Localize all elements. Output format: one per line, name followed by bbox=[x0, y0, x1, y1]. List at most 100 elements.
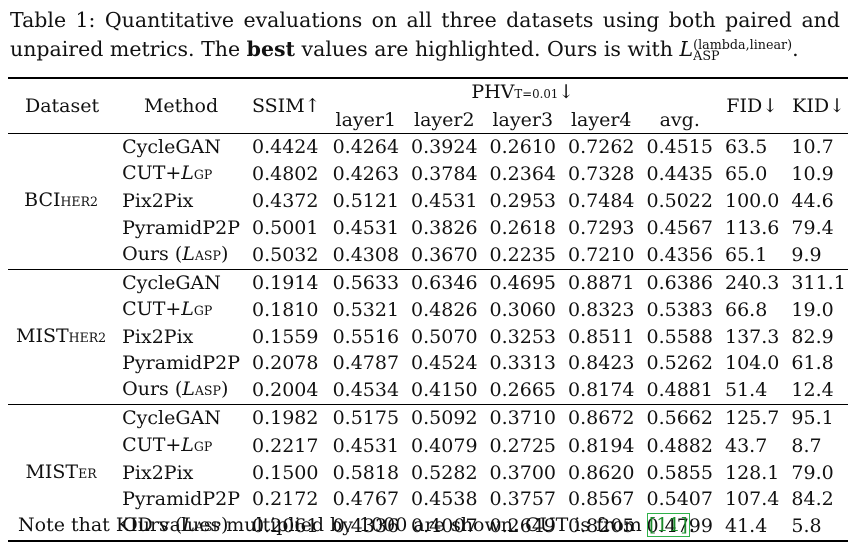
header-method: Method bbox=[143, 95, 219, 118]
value-cell: 0.4356 bbox=[646, 243, 713, 266]
value-cell: 104.0 bbox=[724, 352, 780, 375]
value-cell: 12.4 bbox=[791, 379, 834, 402]
value-cell: 0.4538 bbox=[411, 487, 478, 510]
method-cell: CycleGAN bbox=[122, 271, 221, 294]
value-cell: 9.9 bbox=[791, 243, 822, 266]
value-cell: 0.5282 bbox=[411, 461, 478, 484]
header-layer-1: layer1 bbox=[335, 109, 397, 132]
table-row: Pix2Pix 0.1500 0.5818 0.5282 0.3700 0.8620 0.5… bbox=[8, 460, 848, 486]
value-cell: 0.2953 bbox=[489, 190, 557, 213]
value-cell: 0.5383 bbox=[646, 298, 713, 321]
value-cell: 0.8323 bbox=[568, 298, 635, 321]
value-cell: 0.3670 bbox=[411, 243, 478, 266]
value-cell: 95.1 bbox=[791, 407, 834, 430]
value-cell: 0.1559 bbox=[251, 326, 319, 349]
value-cell: 8.7 bbox=[791, 434, 822, 457]
value-cell: 0.3710 bbox=[489, 407, 557, 430]
value-cell: 0.2364 bbox=[489, 163, 557, 186]
value-cell: 0.8423 bbox=[568, 352, 635, 375]
value-cell: 0.5262 bbox=[646, 352, 713, 375]
table-row: CUT+LGP 0.4802 0.4263 0.3784 0.2364 0.7328 0.4… bbox=[8, 160, 848, 188]
value-cell: 0.4881 bbox=[646, 379, 713, 402]
value-cell: 0.7484 bbox=[568, 190, 635, 213]
value-cell: 84.2 bbox=[791, 487, 834, 510]
value-cell: 113.6 bbox=[724, 216, 780, 239]
value-cell: 0.8194 bbox=[568, 434, 635, 457]
value-cell: 0.3253 bbox=[489, 326, 557, 349]
method-cell: PyramidP2P bbox=[122, 216, 240, 239]
value-cell: 0.8871 bbox=[568, 271, 635, 294]
table-row: MISTER CycleGAN 0.1982 0.5175 0.5092 0.3710 0.… bbox=[8, 404, 848, 483]
value-cell: 0.4882 bbox=[646, 434, 713, 457]
value-cell: 107.4 bbox=[724, 487, 780, 510]
value-cell: 0.4826 bbox=[411, 298, 478, 321]
value-cell: 0.4524 bbox=[411, 352, 478, 375]
value-cell: 0.4534 bbox=[332, 379, 400, 402]
value-cell: 0.2649 bbox=[489, 514, 557, 537]
value-cell: 0.1914 bbox=[251, 271, 319, 294]
value-cell: 0.5070 bbox=[411, 326, 478, 349]
table-row: CUT+LGP 0.1810 0.5321 0.4826 0.3060 0.8323 0.5… bbox=[8, 296, 848, 324]
value-cell: 41.4 bbox=[724, 514, 768, 537]
header-layer-4: layer4 bbox=[570, 109, 632, 132]
value-cell: 0.5092 bbox=[411, 407, 478, 430]
table-row: PyramidP2P 0.2078 0.4787 0.4524 0.3313 0.8423… bbox=[8, 350, 848, 376]
value-cell: 0.5022 bbox=[646, 190, 713, 213]
dataset-cell: BCIHER2 bbox=[24, 189, 98, 212]
value-cell: 0.8174 bbox=[568, 379, 635, 402]
value-cell: 0.5407 bbox=[646, 487, 713, 510]
caption-loss-sub: ASP bbox=[693, 48, 720, 64]
value-cell: 82.9 bbox=[791, 326, 834, 349]
value-cell: 51.4 bbox=[724, 379, 768, 402]
value-cell: 79.4 bbox=[791, 216, 834, 239]
table-row: Ours (LASP) 0.2004 0.4534 0.4150 0.2665 0.817… bbox=[8, 376, 848, 405]
value-cell: 0.8620 bbox=[568, 461, 635, 484]
value-cell: 0.1810 bbox=[251, 298, 319, 321]
citation-link[interactable]: [11] bbox=[646, 513, 690, 537]
value-cell: 100.0 bbox=[724, 190, 780, 213]
value-cell: 0.2610 bbox=[489, 136, 557, 159]
value-cell: 0.4799 bbox=[646, 514, 713, 537]
value-cell: 0.4531 bbox=[332, 434, 400, 457]
header-phv: PHVT=0.01↓ bbox=[471, 81, 575, 103]
method-cell: CycleGAN bbox=[122, 407, 221, 430]
value-cell: 0.4567 bbox=[646, 216, 713, 239]
table-row: Pix2Pix 0.4372 0.5121 0.4531 0.2953 0.7484 0.5… bbox=[8, 188, 848, 214]
caption-loss-sup: (lambda,linear) bbox=[693, 36, 793, 52]
value-cell: 0.8511 bbox=[568, 326, 635, 349]
value-cell: 0.5121 bbox=[332, 190, 400, 213]
value-cell: 0.8205 bbox=[568, 514, 635, 537]
caption-loss-symbol: L (lambda,linear) ASP bbox=[679, 36, 793, 64]
table-caption: Table 1: Quantitative evaluations on all… bbox=[10, 8, 840, 64]
value-cell: 0.4424 bbox=[251, 136, 319, 159]
value-cell: 0.4150 bbox=[411, 379, 478, 402]
table-row: MISTHER2 CycleGAN 0.1914 0.5633 0.6346 0.4695… bbox=[8, 269, 848, 347]
value-cell: 0.4079 bbox=[411, 434, 478, 457]
value-cell: 0.5032 bbox=[251, 243, 319, 266]
value-cell: 0.7262 bbox=[568, 136, 635, 159]
value-cell: 0.4802 bbox=[251, 163, 319, 186]
value-cell: 0.5855 bbox=[646, 461, 713, 484]
value-cell: 0.2061 bbox=[251, 514, 319, 537]
value-cell: 125.7 bbox=[724, 407, 780, 430]
value-cell: 10.7 bbox=[791, 136, 834, 159]
table-row: Ours (LASP) 0.5032 0.4308 0.3670 0.2235 0.721… bbox=[8, 241, 848, 270]
value-cell: 0.8672 bbox=[568, 407, 635, 430]
header-dataset: Dataset bbox=[24, 95, 100, 118]
value-cell: 0.3924 bbox=[411, 136, 478, 159]
value-cell: 0.4007 bbox=[411, 514, 478, 537]
value-cell: 0.4264 bbox=[332, 136, 400, 159]
value-cell: 0.7328 bbox=[568, 163, 635, 186]
value-cell: 63.5 bbox=[724, 136, 768, 159]
value-cell: 137.3 bbox=[724, 326, 780, 349]
value-cell: 0.3060 bbox=[489, 298, 557, 321]
header-fid: FID↓ bbox=[726, 95, 779, 118]
value-cell: 0.5662 bbox=[646, 407, 713, 430]
value-cell: 0.6386 bbox=[646, 271, 713, 294]
value-cell: 65.0 bbox=[724, 163, 768, 186]
value-cell: 0.5001 bbox=[251, 216, 319, 239]
value-cell: 0.3313 bbox=[489, 352, 557, 375]
method-cell: PyramidP2P bbox=[122, 487, 240, 510]
header-row-1: Dataset Method SSIM↑ PHVT=0.01↓ FID↓ KID… bbox=[8, 78, 848, 117]
